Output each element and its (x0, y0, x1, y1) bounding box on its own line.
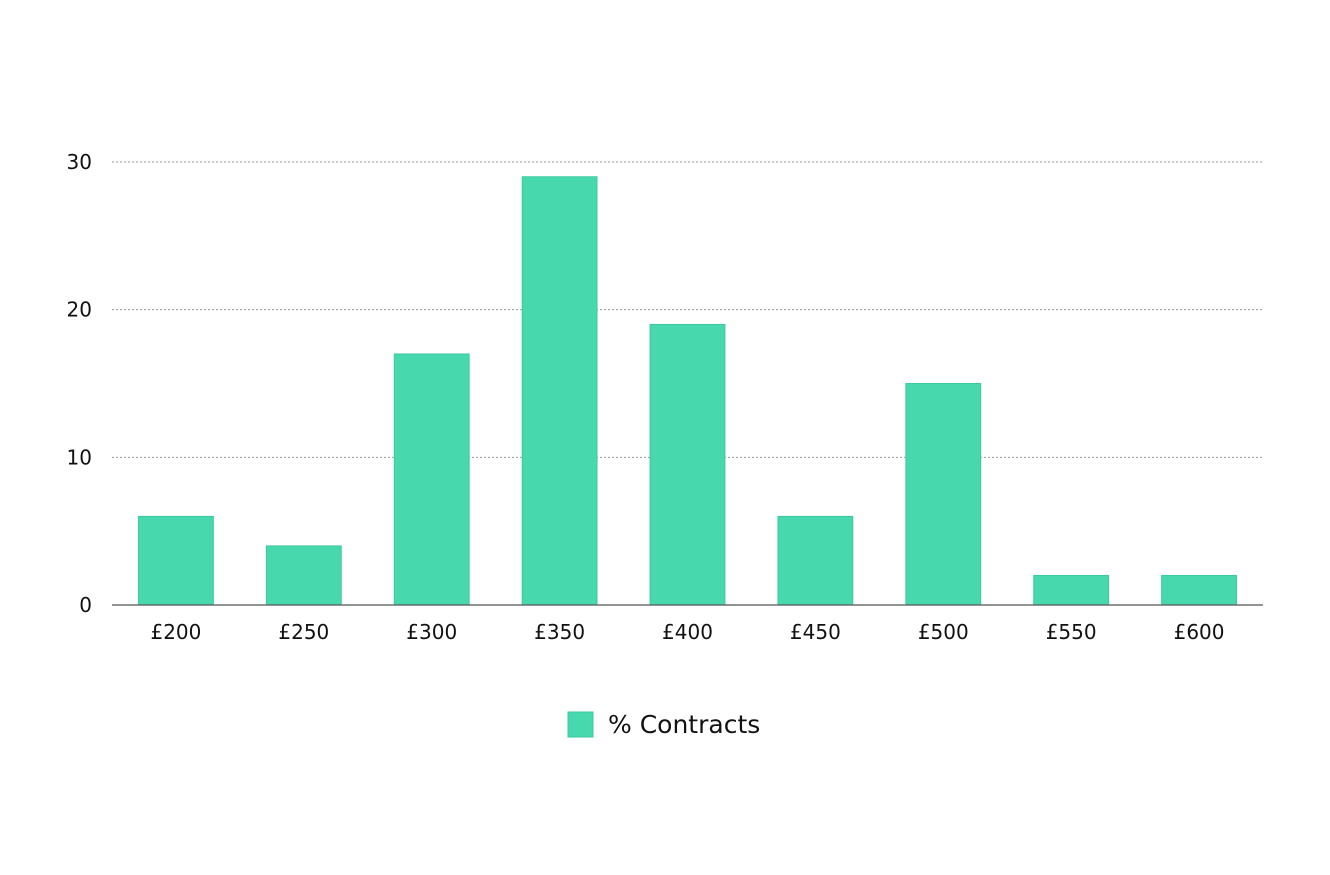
x-tick-label: £500 (918, 620, 969, 644)
bar (1161, 574, 1237, 606)
y-tick-label: 0 (79, 593, 92, 617)
bar (1033, 574, 1110, 606)
x-tick-label: £350 (534, 620, 585, 644)
bar (905, 383, 982, 606)
bar (138, 515, 214, 606)
bar (521, 176, 598, 606)
x-tick-label: £550 (1046, 620, 1097, 644)
x-tick-label: £250 (278, 620, 329, 644)
x-tick-label: £450 (790, 620, 841, 644)
bar (777, 515, 854, 606)
bars (138, 176, 1237, 606)
x-tick-label: £400 (662, 620, 713, 644)
legend-label-contracts: % Contracts (608, 710, 760, 739)
legend-swatch (567, 711, 594, 738)
x-tick-label: £600 (1174, 620, 1225, 644)
bar (265, 545, 342, 606)
y-tick-label: 20 (67, 298, 92, 322)
x-axis-ticks: £200 £250 £300 £350 £400 £450 £500 £550 £600 (150, 620, 1224, 644)
x-tick-label: £200 (150, 620, 201, 644)
y-axis-ticks: 0 10 20 30 (67, 150, 92, 617)
legend: % Contracts (567, 710, 760, 739)
y-tick-label: 30 (67, 150, 92, 174)
bar (649, 323, 726, 606)
bar (393, 353, 470, 606)
x-tick-label: £300 (406, 620, 457, 644)
y-tick-label: 10 (67, 445, 92, 469)
